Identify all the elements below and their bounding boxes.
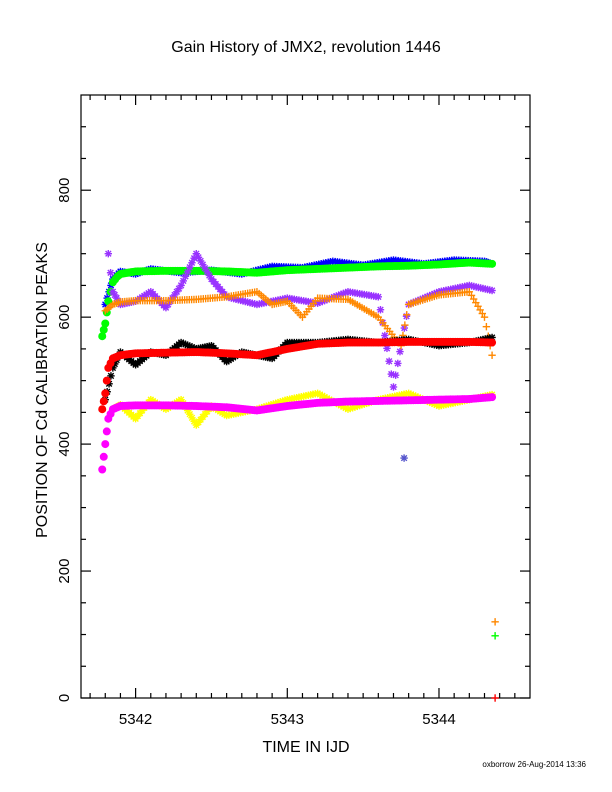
data-point — [104, 249, 113, 258]
data-point — [488, 351, 496, 359]
data-point — [99, 325, 108, 334]
data-point — [488, 286, 496, 295]
chart-title: Gain History of JMX2, revolution 1446 — [171, 39, 441, 56]
y-tick-label: 600 — [56, 305, 73, 330]
data-point — [488, 259, 497, 268]
data-point — [389, 383, 398, 391]
data-point — [102, 427, 111, 436]
y-tick-label: 800 — [56, 178, 73, 203]
data-point — [376, 306, 385, 314]
data-point — [385, 357, 393, 365]
data-point — [482, 322, 491, 331]
plot-frame — [80, 94, 531, 699]
x-axis-label: TIME IN IJD — [262, 739, 349, 756]
axis-ticks: 5342 5343 5344 0 200 400 600 800 — [56, 95, 530, 728]
data-point — [399, 331, 407, 340]
data-point — [98, 332, 107, 341]
data-point — [400, 454, 408, 462]
y-tick-label: 200 — [56, 559, 73, 584]
data-point — [381, 331, 389, 340]
data-point — [374, 293, 383, 301]
data-point — [394, 359, 402, 368]
footer-credit: oxborrow 26-Aug-2014 13:36 — [482, 760, 586, 769]
data-point — [99, 452, 108, 461]
data-point — [488, 338, 497, 347]
data-point — [98, 405, 107, 414]
data-point — [101, 389, 110, 398]
y-axis-label: POSITION OF Cd CALIBRATION PEAKS — [34, 242, 51, 538]
data-point — [491, 632, 499, 640]
data-point — [396, 347, 404, 356]
data-point — [488, 393, 497, 402]
data-point — [101, 440, 110, 449]
data-point — [99, 397, 108, 406]
data-point — [104, 297, 113, 306]
x-tick-label: 5342 — [119, 711, 152, 728]
x-tick-label: 5344 — [422, 711, 455, 728]
data-point — [98, 465, 107, 474]
data-point — [102, 376, 111, 385]
data-point — [480, 313, 489, 321]
data-point — [404, 389, 413, 398]
y-tick-label: 0 — [56, 694, 73, 702]
data-point — [107, 372, 115, 380]
x-tick-label: 5343 — [271, 711, 304, 728]
data-point — [491, 618, 499, 626]
data-point — [403, 311, 411, 319]
data-point — [101, 319, 110, 328]
data-point — [391, 371, 400, 379]
y-tick-label: 400 — [56, 432, 73, 457]
data-point — [383, 344, 391, 353]
data-point — [491, 694, 499, 702]
data-point — [401, 321, 409, 329]
data-marks — [98, 249, 499, 702]
data-point — [106, 269, 115, 277]
